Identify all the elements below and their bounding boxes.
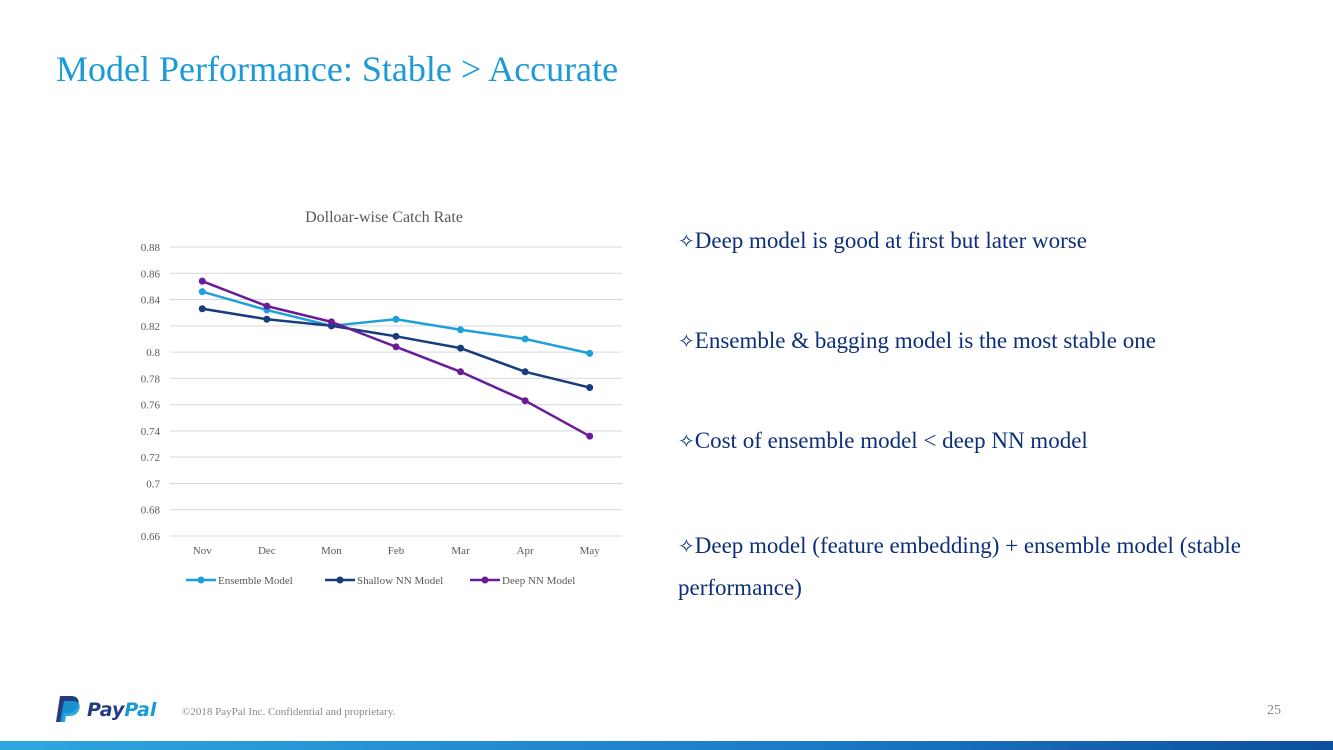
y-tick-label: 0.74 bbox=[141, 426, 161, 438]
y-tick-label: 0.86 bbox=[141, 268, 161, 280]
data-point bbox=[521, 397, 529, 405]
data-point bbox=[392, 315, 400, 323]
bullet-text: Deep model is good at first but later wo… bbox=[694, 228, 1087, 253]
legend-swatch-marker bbox=[481, 576, 489, 584]
x-tick-label: Dec bbox=[258, 545, 276, 557]
x-tick-label: May bbox=[580, 545, 601, 557]
x-tick-label: Nov bbox=[193, 545, 212, 557]
paypal-logo: PayPal bbox=[55, 694, 170, 729]
data-point bbox=[521, 368, 529, 376]
bullet-text: Cost of ensemble model < deep NN model bbox=[694, 428, 1088, 453]
star-bullet-icon: ✧ bbox=[678, 534, 695, 558]
x-tick-label: Mar bbox=[451, 545, 470, 557]
star-bullet-icon: ✧ bbox=[678, 229, 695, 253]
data-point bbox=[521, 335, 529, 343]
y-tick-label: 0.7 bbox=[146, 478, 160, 490]
bullet-text: Deep model (feature embedding) + ensembl… bbox=[678, 533, 1242, 600]
paypal-p-icon bbox=[56, 696, 80, 722]
data-point bbox=[457, 368, 465, 376]
x-tick-label: Mon bbox=[321, 545, 342, 557]
data-point bbox=[457, 344, 465, 352]
y-tick-label: 0.84 bbox=[141, 295, 161, 307]
data-point bbox=[392, 332, 400, 340]
data-point bbox=[198, 277, 206, 285]
data-point bbox=[263, 302, 271, 310]
x-tick-label: Apr bbox=[517, 545, 534, 557]
data-point bbox=[457, 326, 465, 334]
data-point bbox=[198, 288, 206, 296]
bullet-item: ✧Deep model is good at first but later w… bbox=[678, 220, 1087, 262]
y-tick-label: 0.88 bbox=[141, 242, 161, 254]
bullet-text: Ensemble & bagging model is the most sta… bbox=[694, 328, 1156, 353]
series-line bbox=[201, 279, 591, 438]
data-point bbox=[586, 432, 594, 440]
legend-label: Shallow NN Model bbox=[357, 575, 443, 587]
paypal-wordmark: PayPal bbox=[87, 699, 157, 721]
bullet-item: ✧Cost of ensemble model < deep NN model bbox=[678, 420, 1088, 462]
slide-title: Model Performance: Stable > Accurate bbox=[56, 49, 619, 89]
bullet-item: ✧Ensemble & bagging model is the most st… bbox=[678, 320, 1156, 362]
y-tick-label: 0.68 bbox=[141, 505, 161, 517]
y-tick-label: 0.72 bbox=[141, 452, 160, 464]
legend-swatch-marker bbox=[336, 576, 344, 584]
x-tick-label: Feb bbox=[388, 545, 405, 557]
chart-title: Dolloar-wise Catch Rate bbox=[305, 209, 463, 226]
star-bullet-icon: ✧ bbox=[678, 329, 695, 353]
legend-swatch-marker bbox=[197, 576, 205, 584]
data-point bbox=[327, 318, 335, 326]
legend-label: Deep NN Model bbox=[502, 575, 575, 587]
star-bullet-icon: ✧ bbox=[678, 429, 695, 453]
page-number: 25 bbox=[1267, 703, 1281, 718]
y-tick-label: 0.82 bbox=[141, 321, 160, 333]
copyright-text: ©2018 PayPal Inc. Confidential and propr… bbox=[182, 706, 396, 718]
data-point bbox=[586, 349, 594, 357]
bullet-item: ✧Deep model (feature embedding) + ensemb… bbox=[678, 525, 1308, 609]
y-tick-label: 0.8 bbox=[146, 347, 160, 359]
legend-label: Ensemble Model bbox=[218, 575, 293, 587]
y-tick-label: 0.76 bbox=[141, 400, 161, 412]
bottom-accent-bar bbox=[0, 741, 1333, 750]
data-point bbox=[198, 305, 206, 313]
y-tick-label: 0.66 bbox=[141, 531, 161, 543]
data-point bbox=[392, 343, 400, 351]
data-point bbox=[586, 384, 594, 392]
y-tick-label: 0.78 bbox=[141, 373, 161, 385]
data-point bbox=[263, 315, 271, 323]
